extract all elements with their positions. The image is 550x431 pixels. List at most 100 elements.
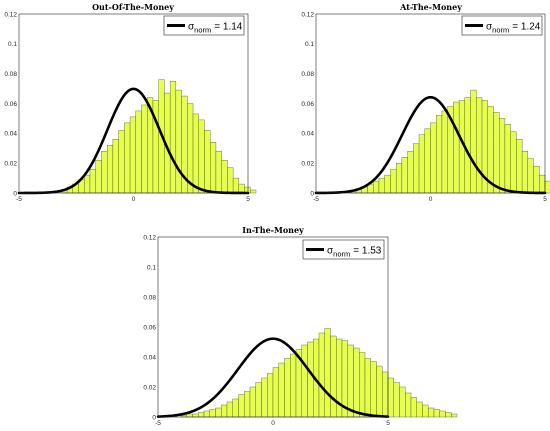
histogram-bar: [533, 165, 540, 194]
histogram-bar: [527, 158, 534, 194]
y-tick-label: 0.02: [4, 160, 17, 167]
histogram-bars: [180, 328, 458, 418]
histogram-bar: [424, 128, 431, 194]
histogram-bar: [187, 103, 194, 194]
y-tick-label: 0: [13, 190, 17, 197]
legend-subscript: norm: [333, 250, 350, 259]
histogram-bar: [504, 124, 511, 194]
histogram-bar: [141, 104, 148, 194]
panel-in-the-money: In-The-Money 0 0.02 0.04 0.06 0.08 0.1 0…: [143, 225, 458, 427]
x-axis: -5 0 5: [16, 196, 250, 203]
axes-box: [315, 13, 546, 194]
panel-title: At-The-Money: [399, 2, 462, 12]
legend: σnorm = 1.53: [302, 239, 385, 260]
histogram-bar: [203, 410, 210, 418]
axes-box: [157, 236, 389, 418]
histogram-bar: [238, 183, 245, 194]
histogram-bar: [405, 392, 412, 418]
histogram-bar: [290, 353, 297, 418]
y-tick-label: 0: [310, 190, 314, 197]
legend-subscript: norm: [194, 26, 211, 35]
histogram-bar: [215, 407, 222, 418]
histogram-bar: [301, 344, 308, 418]
panel-at-the-money: At-The-Money 0 0.02 0.04 0.06 0.08 0.1 0…: [301, 2, 550, 203]
x-tick-label: -5: [155, 420, 161, 427]
histogram-bar: [410, 397, 417, 418]
histogram-bar: [510, 131, 517, 194]
legend-box: [163, 15, 245, 36]
y-tick-label: 0: [152, 414, 156, 421]
histogram-bar: [169, 80, 177, 194]
histogram-bar: [112, 139, 119, 194]
histogram-bar: [221, 160, 228, 194]
y-tick-label: 0.12: [143, 234, 156, 241]
histogram-bar: [215, 151, 222, 194]
legend-box: [461, 15, 543, 36]
y-tick-label: 0.08: [4, 71, 17, 78]
histogram-bar: [370, 361, 377, 418]
histogram-bar: [401, 157, 408, 194]
panel-title: Out-Of-The-Money: [92, 2, 174, 12]
histogram-bar: [198, 119, 205, 194]
y-tick-label: 0.02: [143, 384, 156, 391]
histogram-bar: [428, 407, 435, 418]
histogram-bar: [204, 130, 211, 194]
histogram-bar: [516, 139, 523, 194]
histogram-bar: [175, 89, 182, 194]
y-tick-label: 0.12: [4, 11, 17, 18]
histogram-bar: [227, 167, 234, 194]
y-tick-label: 0.08: [143, 294, 156, 301]
histogram-bars: [350, 89, 550, 194]
histogram-bar: [413, 143, 420, 194]
histogram-bar: [499, 118, 506, 194]
histogram-bar: [416, 401, 423, 418]
histogram-bar: [399, 386, 406, 418]
y-axis: 0 0.02 0.04 0.06 0.08 0.1 0.12: [4, 11, 17, 197]
x-tick-label: 0: [132, 196, 136, 203]
legend-box: [302, 239, 385, 260]
histogram-bar: [238, 394, 245, 418]
histogram-bar: [493, 112, 500, 194]
y-axis: 0 0.02 0.04 0.06 0.08 0.1 0.12: [143, 234, 156, 421]
histogram-bar: [393, 382, 400, 418]
histogram-bar: [250, 189, 257, 194]
histogram-bar: [249, 386, 256, 418]
histogram-bar: [261, 377, 268, 418]
y-tick-label: 0.06: [4, 101, 17, 108]
histogram-bar: [89, 168, 96, 194]
histogram-bar: [521, 151, 529, 194]
y-axis: 0 0.02 0.04 0.06 0.08 0.1 0.12: [301, 11, 314, 197]
normal-fit-curve: [17, 87, 250, 195]
x-tick-label: 0: [271, 420, 275, 427]
legend-sigma: σ: [486, 22, 493, 33]
histogram-bar: [284, 358, 291, 418]
histogram-bar: [186, 413, 193, 418]
histogram-bar: [418, 134, 425, 194]
histogram-bar: [439, 410, 446, 418]
histogram-bar: [307, 341, 314, 418]
histogram-bar: [192, 413, 199, 418]
histogram-bar: [347, 344, 354, 418]
histogram-bar: [330, 335, 337, 418]
histogram-bar: [318, 332, 325, 418]
histogram-bar: [106, 145, 114, 194]
histogram-bar: [364, 358, 371, 418]
histogram-bar: [436, 115, 443, 194]
histogram-bar: [221, 404, 228, 418]
x-tick-label: 0: [429, 196, 433, 203]
y-tick-label: 0.04: [301, 131, 314, 138]
histogram-bar: [539, 174, 546, 194]
histogram-bar: [390, 168, 397, 194]
y-tick-label: 0.04: [4, 131, 17, 138]
histogram-bar: [378, 177, 385, 194]
y-tick-label: 0.04: [143, 354, 156, 361]
histogram-bar: [272, 367, 279, 418]
histogram-bar: [192, 113, 199, 194]
normal-fit-curve: [156, 337, 390, 418]
histogram-bar: [376, 365, 383, 418]
y-tick-label: 0.1: [305, 41, 314, 48]
histogram-bar: [441, 110, 448, 194]
histogram-bar: [124, 122, 131, 194]
y-tick-label: 0.02: [301, 160, 314, 167]
